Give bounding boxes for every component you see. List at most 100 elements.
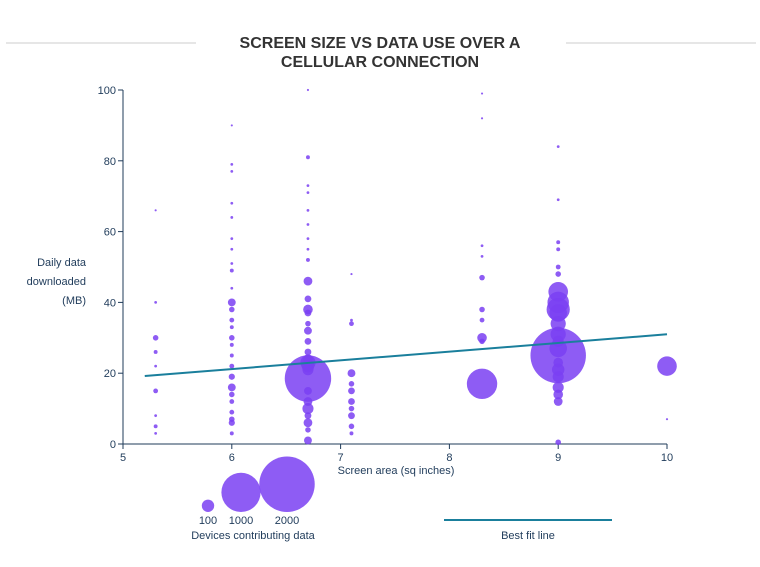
data-point bbox=[303, 276, 313, 286]
x-tick-label: 9 bbox=[555, 452, 561, 464]
data-point bbox=[348, 423, 355, 430]
chart-title-line-2: CELLULAR CONNECTION bbox=[281, 54, 479, 71]
x-tick-label: 5 bbox=[120, 452, 126, 464]
data-point bbox=[154, 364, 158, 368]
y-tick-label: 0 bbox=[110, 439, 116, 451]
data-point bbox=[229, 431, 234, 436]
data-point bbox=[348, 387, 355, 395]
data-point bbox=[229, 353, 234, 358]
data-point bbox=[230, 237, 234, 241]
data-points bbox=[152, 88, 677, 446]
data-point bbox=[305, 155, 310, 160]
data-point bbox=[304, 326, 312, 335]
data-point bbox=[230, 216, 234, 219]
data-point bbox=[154, 209, 157, 212]
size-legend: 100 1000 2000 bbox=[199, 456, 315, 527]
size-legend-label: Devices contributing data bbox=[191, 530, 315, 542]
data-point bbox=[230, 170, 234, 173]
y-axis-label-line-1: Daily data bbox=[37, 257, 87, 269]
data-point bbox=[480, 92, 484, 95]
data-point bbox=[552, 371, 564, 383]
data-point bbox=[348, 405, 355, 412]
data-point bbox=[227, 298, 236, 307]
data-point bbox=[306, 237, 310, 241]
data-point bbox=[304, 337, 312, 345]
data-point bbox=[479, 338, 485, 345]
data-point bbox=[230, 124, 233, 127]
data-point bbox=[305, 257, 310, 262]
data-point bbox=[665, 418, 669, 421]
data-point bbox=[229, 342, 234, 347]
data-point bbox=[229, 416, 235, 422]
data-point bbox=[154, 431, 158, 435]
data-point bbox=[556, 247, 561, 252]
data-point bbox=[553, 357, 564, 368]
fit-line-group bbox=[144, 333, 668, 378]
x-tick-label: 7 bbox=[338, 452, 344, 464]
data-point bbox=[349, 321, 354, 327]
x-tick-label: 10 bbox=[661, 452, 673, 464]
size-legend-circle bbox=[259, 456, 315, 512]
size-legend-value: 2000 bbox=[275, 515, 299, 527]
data-point bbox=[229, 317, 235, 323]
data-point bbox=[348, 381, 355, 387]
data-point bbox=[153, 349, 158, 354]
data-point bbox=[553, 389, 564, 400]
size-legend-value: 100 bbox=[199, 515, 217, 527]
data-point bbox=[304, 309, 312, 317]
data-point bbox=[553, 397, 563, 406]
data-point bbox=[229, 306, 235, 313]
data-point bbox=[480, 254, 484, 258]
data-point bbox=[304, 348, 312, 356]
data-point bbox=[304, 295, 312, 303]
data-point bbox=[306, 247, 310, 251]
axes: 0 20 40 60 80 100 5 6 7 8 9 10 bbox=[98, 85, 673, 464]
data-point bbox=[230, 262, 234, 265]
data-point bbox=[230, 162, 234, 166]
data-point bbox=[154, 414, 158, 418]
size-legend-circle bbox=[221, 472, 261, 512]
data-point bbox=[556, 198, 560, 202]
data-point bbox=[229, 363, 235, 369]
data-point bbox=[480, 117, 484, 120]
line-legend-label: Best fit line bbox=[501, 530, 555, 542]
data-point bbox=[302, 403, 314, 415]
data-point bbox=[350, 273, 353, 276]
data-point bbox=[229, 325, 234, 330]
data-point bbox=[229, 268, 234, 273]
data-point bbox=[306, 191, 310, 195]
y-axis-label-line-3: (MB) bbox=[62, 295, 86, 307]
best-fit-line bbox=[144, 333, 668, 378]
data-point bbox=[284, 355, 332, 402]
y-tick-label: 20 bbox=[104, 368, 116, 380]
data-point bbox=[230, 247, 234, 251]
data-point bbox=[153, 424, 158, 429]
data-point bbox=[306, 223, 310, 226]
data-point bbox=[466, 368, 498, 400]
data-point bbox=[303, 397, 313, 406]
data-point bbox=[303, 418, 313, 428]
data-point bbox=[350, 318, 353, 322]
data-point bbox=[152, 335, 159, 341]
data-point bbox=[154, 301, 158, 304]
data-point bbox=[549, 304, 567, 322]
size-legend-value: 1000 bbox=[229, 515, 253, 527]
data-point bbox=[230, 286, 234, 290]
data-point bbox=[349, 431, 354, 436]
data-point bbox=[153, 388, 159, 394]
data-point bbox=[480, 244, 484, 248]
data-point bbox=[348, 398, 355, 405]
data-point bbox=[304, 386, 312, 395]
data-point bbox=[555, 264, 561, 270]
y-tick-label: 100 bbox=[98, 85, 116, 97]
data-point bbox=[305, 320, 311, 327]
x-tick-label: 6 bbox=[229, 452, 235, 464]
data-point bbox=[550, 316, 566, 332]
data-point bbox=[555, 271, 561, 277]
data-point bbox=[306, 184, 310, 187]
data-point bbox=[229, 399, 235, 404]
data-point bbox=[657, 356, 677, 376]
data-point bbox=[229, 409, 235, 415]
